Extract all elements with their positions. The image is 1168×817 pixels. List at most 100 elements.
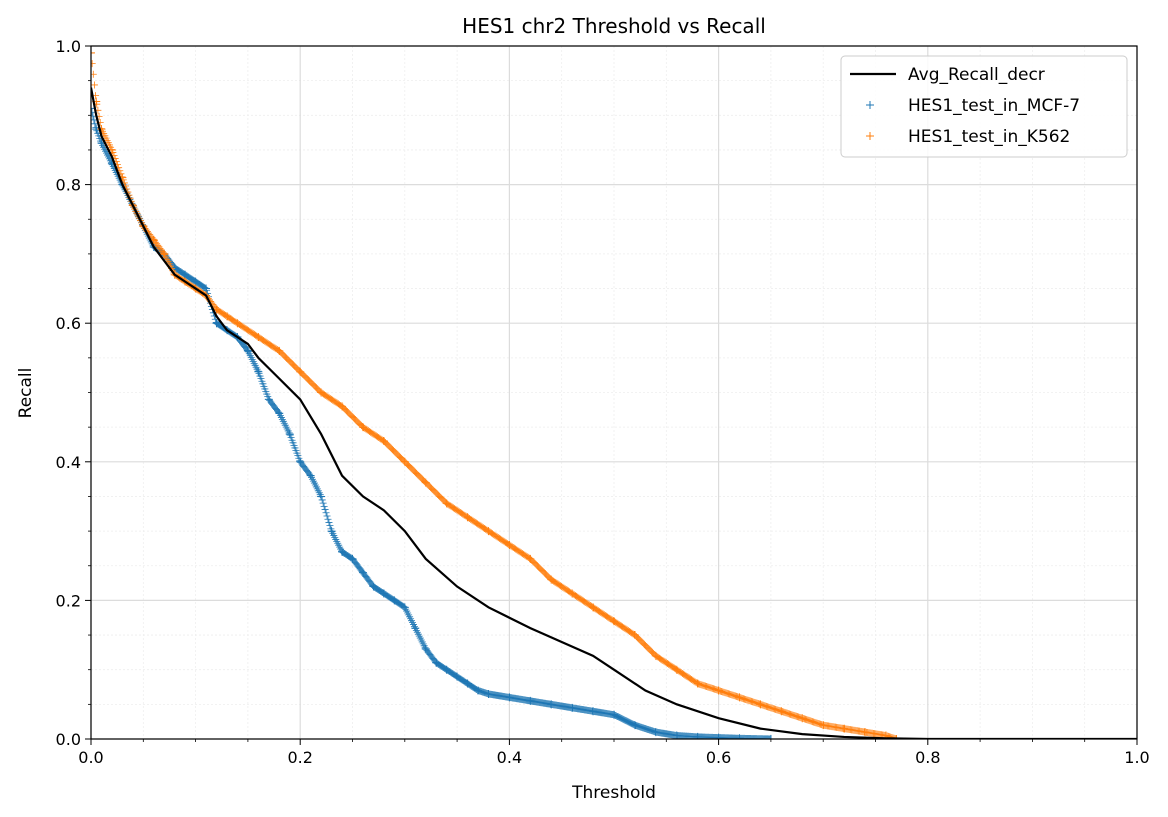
marker [325, 518, 333, 526]
axis-ticks: 0.0 0.2 0.4 0.6 0.8 1.0 0.0 0.2 0.4 0.6 0.8 1.0 [56, 37, 1150, 767]
marker [329, 530, 337, 538]
marker [280, 419, 288, 427]
marker [310, 479, 318, 487]
y-axis-label: Recall [16, 368, 36, 419]
marker [767, 735, 775, 739]
marker [312, 483, 320, 491]
marker [401, 603, 409, 611]
marker [331, 533, 339, 541]
marker [250, 359, 258, 367]
marker [416, 634, 424, 642]
marker [91, 104, 95, 112]
marker [336, 543, 344, 551]
marker [409, 621, 417, 629]
marker [307, 473, 315, 481]
marker [279, 417, 287, 425]
marker [323, 512, 331, 520]
marker [91, 120, 99, 128]
marker [311, 481, 319, 489]
marker [417, 636, 425, 644]
y-tick-label: 0.0 [56, 730, 81, 749]
marker [308, 475, 316, 483]
marker [316, 491, 324, 499]
marker [251, 361, 259, 369]
marker [324, 515, 332, 523]
marker [314, 487, 322, 495]
marker [309, 477, 317, 485]
x-axis-label: Threshold [571, 783, 656, 803]
marker [276, 412, 284, 420]
marker [334, 539, 342, 547]
marker [243, 346, 251, 354]
marker [253, 365, 261, 373]
series-HES1_test_in_K562 [91, 48, 901, 739]
x-tick-label: 0.6 [706, 748, 731, 767]
marker [411, 624, 419, 632]
marker [405, 611, 413, 619]
marker [91, 112, 97, 120]
legend-label: HES1_test_in_K562 [908, 127, 1070, 147]
marker [328, 528, 336, 536]
marker [307, 471, 315, 479]
marker [419, 640, 427, 648]
marker [315, 489, 323, 497]
marker [892, 735, 900, 739]
x-tick-label: 0.2 [287, 748, 312, 767]
marker [333, 537, 341, 545]
series-HES1_test_in_MCF-7 [91, 104, 775, 739]
legend: Avg_Recall_decr HES1_test_in_MCF-7 HES1_te… [840, 55, 1128, 158]
legend-label: Avg_Recall_decr [908, 65, 1045, 85]
marker [249, 357, 257, 365]
marker [330, 532, 338, 540]
legend-box [840, 55, 1128, 158]
marker [335, 541, 343, 549]
marker [91, 81, 98, 89]
y-tick-label: 0.6 [56, 314, 81, 333]
marker [284, 427, 292, 435]
marker [319, 499, 327, 507]
y-tick-label: 0.2 [56, 591, 81, 610]
marker [420, 642, 428, 650]
legend-marker-swatch [866, 101, 874, 109]
marker [248, 356, 256, 364]
marker [277, 413, 285, 421]
x-tick-label: 0.0 [78, 748, 103, 767]
marker [244, 348, 252, 356]
marker [406, 613, 414, 621]
y-tick-label: 1.0 [56, 37, 81, 56]
marker [327, 525, 335, 533]
marker [402, 605, 410, 613]
marker [321, 506, 329, 514]
marker [326, 522, 334, 530]
marker [415, 632, 423, 640]
marker [252, 363, 260, 371]
marker [282, 423, 290, 431]
marker [92, 124, 100, 132]
marker [317, 493, 325, 501]
y-tick-label: 0.8 [56, 176, 81, 195]
marker [91, 108, 96, 116]
marker [247, 354, 255, 362]
y-tick-label: 0.4 [56, 453, 81, 472]
marker [91, 49, 95, 57]
marker [278, 415, 286, 423]
legend-label: HES1_test_in_MCF-7 [908, 96, 1080, 116]
marker [408, 617, 416, 625]
marker [332, 535, 340, 543]
marker [413, 628, 421, 636]
marker [275, 410, 283, 418]
marker [246, 352, 254, 360]
x-tick-label: 1.0 [1124, 748, 1149, 767]
marker [283, 425, 291, 433]
marker [245, 350, 253, 358]
marker [408, 619, 416, 627]
marker [91, 70, 97, 78]
marker [412, 626, 420, 634]
legend-marker-swatch [866, 132, 874, 140]
chart-title: HES1 chr2 Threshold vs Recall [462, 14, 766, 38]
marker [91, 60, 96, 68]
marker [318, 496, 326, 504]
marker [322, 509, 330, 517]
marker [407, 615, 415, 623]
